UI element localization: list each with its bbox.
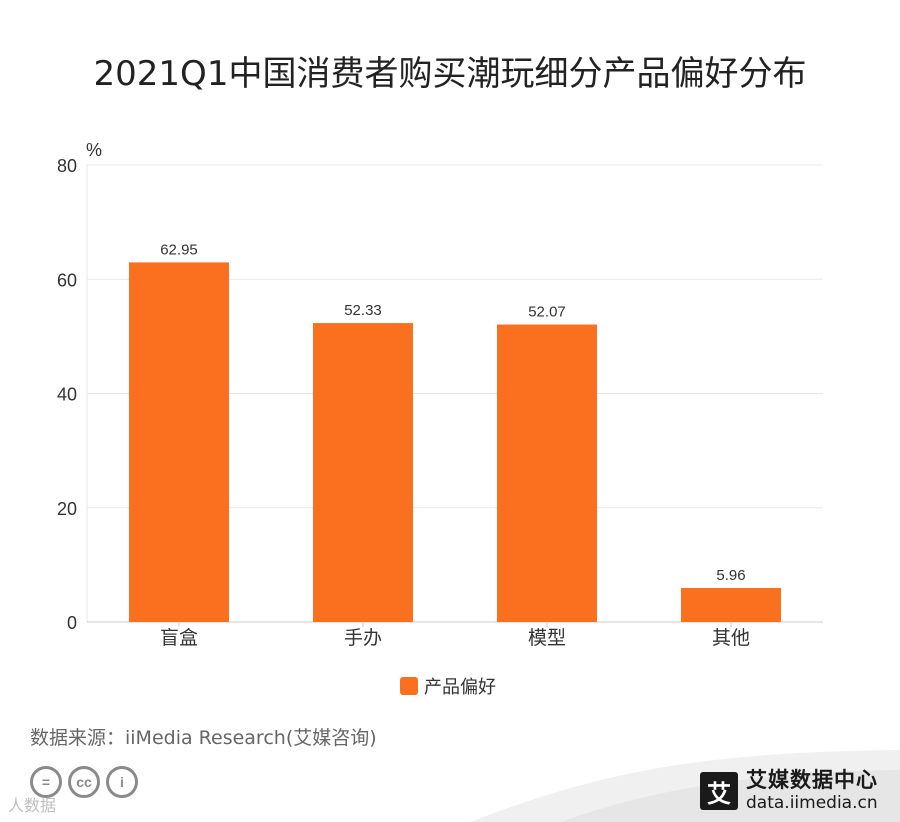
equal-icon: = bbox=[30, 766, 62, 798]
chart-title: 2021Q1中国消费者购买潮玩细分产品偏好分布 bbox=[93, 54, 807, 94]
x-tick-label: 盲盒 bbox=[160, 627, 198, 649]
data-label: 52.07 bbox=[528, 304, 566, 321]
bar-chart: 0 20 40 60 80% 62.95 盲盒 52.33 手办 52.07 模型 5.96 其他产品偏… bbox=[57, 140, 823, 698]
brand-logo-icon: 艾 bbox=[700, 772, 738, 810]
legend-label: 产品偏好 bbox=[424, 677, 496, 698]
bar bbox=[681, 587, 781, 622]
x-tick-label: 手办 bbox=[344, 627, 382, 649]
y-tick-label: 60 bbox=[57, 270, 77, 290]
y-tick-label: 0 bbox=[67, 613, 77, 633]
x-tick-label: 模型 bbox=[528, 627, 566, 649]
bar bbox=[497, 324, 597, 622]
y-tick-label: 20 bbox=[57, 499, 77, 519]
cc-icon: cc bbox=[68, 766, 100, 798]
watermark: 人数据 bbox=[8, 796, 57, 815]
source-note: 数据来源：iiMedia Research(艾媒咨询) bbox=[30, 727, 377, 749]
y-tick-label: 80 bbox=[57, 156, 77, 176]
x-tick-label: 其他 bbox=[712, 627, 750, 649]
brand-name: 艾媒数据中心 bbox=[746, 768, 878, 792]
bar bbox=[129, 262, 229, 622]
bar bbox=[313, 323, 413, 622]
data-label: 52.33 bbox=[344, 302, 382, 319]
person-icon: i bbox=[106, 766, 138, 798]
data-label: 5.96 bbox=[716, 567, 745, 584]
y-axis-unit: % bbox=[86, 140, 102, 160]
legend-swatch bbox=[400, 677, 418, 695]
license-icons: = cc i bbox=[30, 766, 138, 798]
data-label: 62.95 bbox=[160, 241, 198, 258]
brand-url: data.iimedia.cn bbox=[746, 793, 878, 813]
brand: 艾 艾媒数据中心 data.iimedia.cn bbox=[700, 770, 878, 812]
y-tick-label: 40 bbox=[57, 385, 77, 405]
